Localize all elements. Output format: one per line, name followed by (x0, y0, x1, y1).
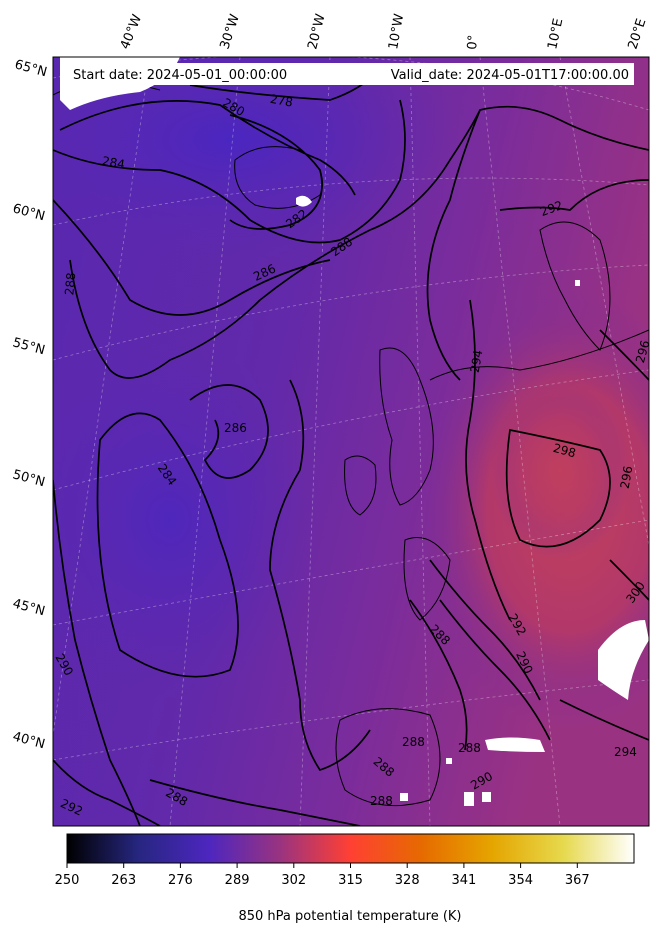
contour-label: 296 (618, 465, 636, 490)
scandinavia-coast (539, 221, 611, 351)
contour-label: 284 (101, 154, 126, 172)
lon-label: 10°E (545, 17, 566, 51)
colorbar-gradient (66, 833, 635, 864)
contour-label: 288 (370, 794, 393, 808)
colorbar-tick-label: 289 (225, 873, 250, 888)
coastlines (53, 83, 649, 807)
valid-date-label: Valid_date: 2024-05-01T17:00:00.00 (391, 68, 629, 83)
contour-290-north (426, 109, 481, 381)
header-box (66, 63, 634, 85)
contour-300 (609, 559, 649, 601)
contour-284-north (53, 99, 406, 244)
colorbar-title: 850 hPa potential temperature (K) (238, 909, 461, 924)
colorbar-tick-label: 367 (565, 873, 590, 888)
contour-282 (229, 114, 323, 230)
contour-label: 288 (458, 741, 481, 755)
lat-label: 60°N (11, 201, 47, 224)
contour-296 (599, 329, 649, 381)
contour-292-east (429, 559, 541, 701)
lon-label: 0° (465, 34, 481, 50)
contour-290-west (53, 479, 141, 826)
lon-label: 20°E (626, 17, 650, 51)
map-frame (52, 56, 650, 827)
contour-288-south (149, 779, 361, 826)
lat-label: 50°N (11, 467, 47, 490)
lon-label: 30°W (218, 12, 243, 51)
colorbar-tick-label: 302 (281, 873, 306, 888)
contour-284-loop (96, 412, 239, 678)
colorbar-tick-label: 263 (111, 873, 136, 888)
contour-288-north (69, 105, 649, 379)
contour-288-mid (269, 379, 371, 772)
lat-label: 55°N (11, 335, 47, 358)
lat-label: 65°N (13, 57, 49, 80)
lat-label: 40°N (11, 729, 47, 752)
contour-280 (59, 100, 356, 196)
contour-288-east (409, 599, 468, 751)
contour-294-se (559, 699, 649, 741)
contour-label: 298 (552, 441, 578, 460)
start-date-label: Start date: 2024-05-01_00:00:00 (73, 68, 287, 83)
map-plot: 278 280 284 282 286 288 288 286 284 290 … (53, 57, 652, 826)
lon-label: 10°W (386, 13, 407, 51)
britain-coast (379, 347, 434, 506)
warm-region-core (490, 380, 630, 560)
longitude-labels: 40°W 30°W 20°W 10°W 0° 10°E 20°E (118, 12, 650, 51)
contour-290-east (439, 599, 551, 741)
colorbar-tick-label: 250 (55, 873, 80, 888)
contour-294 (465, 299, 511, 621)
contour-label: 278 (269, 92, 294, 110)
contour-292 (499, 179, 649, 211)
contour-286-north (53, 199, 331, 316)
contour-label: 286 (224, 421, 247, 435)
contour-298 (505, 428, 611, 548)
contour-286-loop (189, 384, 269, 479)
continent-coast (429, 329, 649, 381)
colorbar-tick-label: 276 (168, 873, 193, 888)
contour-label: 288 (62, 272, 78, 296)
contour-label: 294 (614, 745, 637, 759)
colorbar: 250 263 276 289 302 315 328 341 354 367 850 hPa p… (55, 833, 635, 924)
contour-label: 294 (468, 349, 486, 374)
colorbar-tick-label: 328 (395, 873, 420, 888)
lon-label: 20°W (305, 12, 328, 51)
cold-region-west (53, 340, 320, 700)
colorbar-ticks: 250 263 276 289 302 315 328 341 354 367 (55, 863, 590, 888)
colorbar-tick-label: 315 (338, 873, 363, 888)
iberia-coast (335, 708, 441, 807)
contour-292-sw (53, 759, 161, 826)
lon-label: 40°W (118, 12, 145, 51)
ireland-coast (344, 455, 377, 516)
france-coast (403, 537, 451, 621)
latitude-labels: 65°N 60°N 55°N 50°N 45°N 40°N (11, 57, 49, 752)
contour-label: 296 (633, 339, 652, 365)
contour-label: 288 (402, 735, 425, 749)
colorbar-tick-label: 354 (508, 873, 533, 888)
colorbar-tick-label: 341 (451, 873, 476, 888)
cold-region-north (53, 57, 460, 260)
lat-label: 45°N (11, 596, 47, 619)
